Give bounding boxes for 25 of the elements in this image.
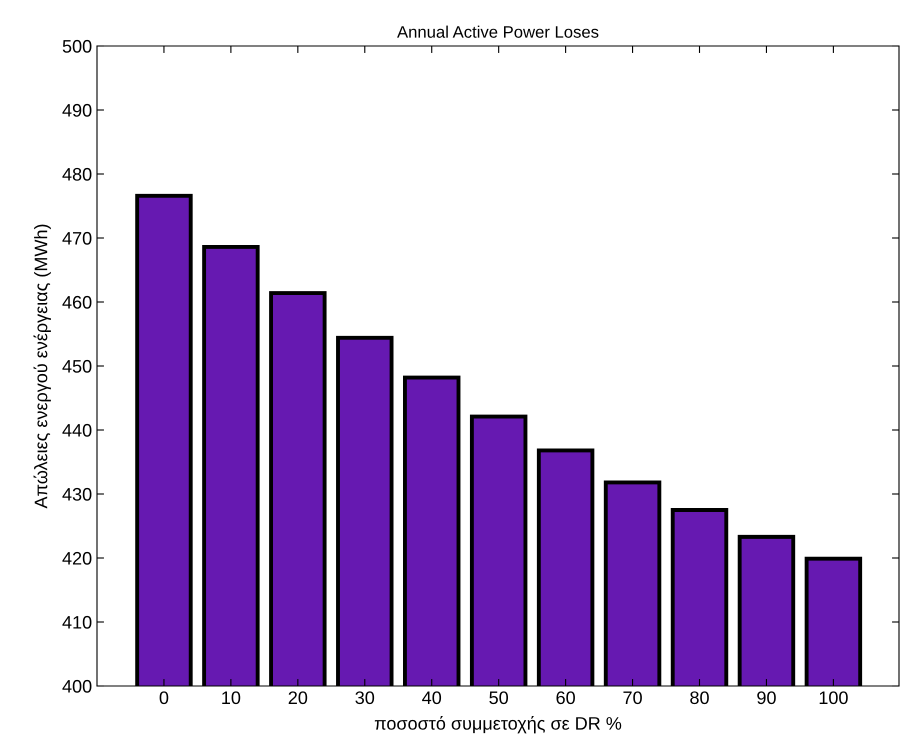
y-axis-title: Απώλειες ενεργού ενέργειας (MWh) bbox=[34, 224, 51, 508]
y-tick-label: 500 bbox=[62, 40, 92, 53]
x-tick-label: 30 bbox=[355, 691, 374, 704]
x-tick-label: 20 bbox=[288, 691, 308, 704]
x-tick-label: 90 bbox=[757, 691, 776, 704]
x-axis-title: ποσοστό συμμετοχής σε DR % bbox=[374, 716, 622, 734]
y-tick-label: 440 bbox=[62, 424, 92, 437]
x-tick-label: 80 bbox=[690, 691, 709, 704]
y-tick-label: 480 bbox=[62, 168, 92, 181]
x-tick-label: 0 bbox=[160, 691, 168, 704]
y-tick-label: 430 bbox=[62, 488, 92, 501]
x-tick-label: 10 bbox=[222, 691, 240, 704]
chart-title: Annual Active Power Loses bbox=[397, 26, 598, 38]
y-tick-label: 470 bbox=[62, 232, 92, 245]
x-tick-label: 50 bbox=[489, 691, 508, 704]
x-tick-label: 40 bbox=[422, 691, 442, 704]
y-tick-label: 420 bbox=[62, 552, 92, 565]
y-tick-label: 460 bbox=[62, 296, 92, 309]
y-tick-label: 490 bbox=[62, 104, 92, 117]
x-tick-label: 60 bbox=[556, 691, 575, 704]
x-tick-label: 100 bbox=[820, 691, 848, 704]
y-tick-label: 400 bbox=[62, 680, 92, 693]
y-tick-label: 450 bbox=[62, 360, 92, 373]
x-tick-label: 70 bbox=[623, 691, 642, 704]
y-tick-label: 410 bbox=[62, 616, 92, 629]
